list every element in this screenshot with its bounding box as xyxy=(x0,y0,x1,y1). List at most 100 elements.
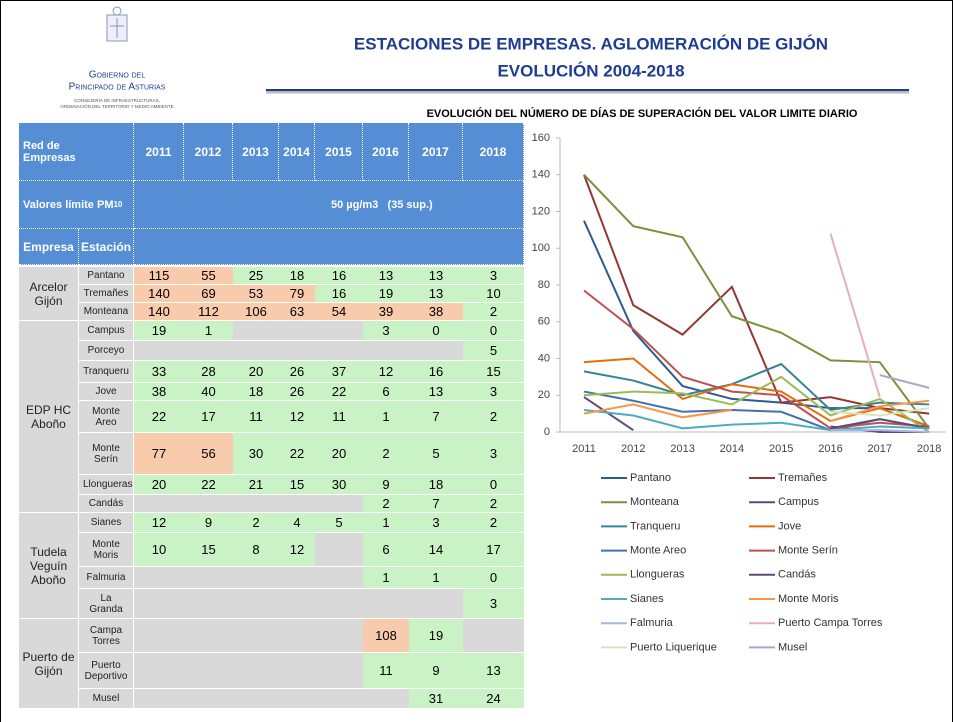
company-cell: EDP HC Aboño xyxy=(19,321,79,513)
station-cell-text: Campus xyxy=(87,325,125,336)
value-cell: 53 xyxy=(233,285,279,303)
value-cell: 12 xyxy=(279,401,315,433)
company-cell: Puerto de Gijón xyxy=(19,619,79,709)
value-cell: 2 xyxy=(233,513,279,533)
x-tick-label: 2012 xyxy=(621,443,645,455)
value-cell: 16 xyxy=(409,361,463,383)
legend-label: Monte Moris xyxy=(778,593,839,605)
header-year: 2018 xyxy=(463,123,524,181)
value-cell-text: 2 xyxy=(382,446,390,461)
value-cell: 4 xyxy=(279,513,315,533)
station-cell: Monte Moris xyxy=(79,533,134,567)
value-cell: 0 xyxy=(463,475,524,495)
series-line xyxy=(830,399,930,422)
value-cell xyxy=(315,689,363,709)
value-cell xyxy=(233,321,279,341)
station-cell-text: Monte Moris xyxy=(92,538,120,561)
series-line xyxy=(583,174,930,429)
series-line xyxy=(829,233,881,398)
series-line xyxy=(583,174,930,415)
title: ESTACIONES DE EMPRESAS. AGLOMERACIÓN DE … xyxy=(354,34,828,53)
value-cell-text: 9 xyxy=(204,515,213,530)
value-cell: 2 xyxy=(463,303,524,321)
station-cell: Pantano xyxy=(79,267,134,285)
logo-subtext: ORDENACIÓN DEL TERRITORIO Y MEDIO AMBIEN… xyxy=(60,103,173,109)
value-cell-text: 1 xyxy=(432,570,440,585)
value-cell xyxy=(279,589,315,619)
station-cell: Porceyo xyxy=(79,341,134,361)
value-cell: 39 xyxy=(363,303,409,321)
value-cell-text: 3 xyxy=(489,268,498,283)
value-cell xyxy=(184,567,233,589)
value-cell: 0 xyxy=(463,321,524,341)
legend-label: Monteana xyxy=(630,496,680,508)
station-cell: Tremañes xyxy=(79,285,134,303)
legend-label: Monte Serín xyxy=(778,545,838,557)
value-cell-text: 54 xyxy=(331,304,347,319)
value-cell xyxy=(233,341,279,361)
value-cell-text: 26 xyxy=(289,384,305,399)
value-cell: 3 xyxy=(463,433,524,475)
value-cell xyxy=(363,589,409,619)
value-cell: 112 xyxy=(184,303,233,321)
value-cell-text: 15 xyxy=(486,364,501,379)
station-cell-text: La Granda xyxy=(89,592,123,615)
station-cell-text: Tranqueru xyxy=(83,366,129,377)
header-limit-value: 50 µg/m3 (35 sup.) xyxy=(134,181,524,229)
header-blank xyxy=(134,229,524,265)
value-cell: 1 xyxy=(363,567,409,589)
value-cell-text: 53 xyxy=(248,286,264,301)
value-cell-text: 16 xyxy=(331,286,347,301)
value-cell-text: 3 xyxy=(489,596,498,611)
value-cell: 12 xyxy=(134,513,184,533)
value-cell: 0 xyxy=(463,567,524,589)
value-cell: 140 xyxy=(134,303,184,321)
station-cell: Puerto Deportivo xyxy=(79,653,134,689)
value-cell-text: 0 xyxy=(432,323,440,338)
value-cell-text: 40 xyxy=(201,384,216,399)
value-cell-text: 108 xyxy=(375,628,397,643)
station-cell: Sianes xyxy=(79,513,134,533)
value-cell xyxy=(279,321,315,341)
legend-label: Puerto Campa Torres xyxy=(778,617,883,629)
station-cell-text: Campa Torres xyxy=(89,624,123,647)
value-cell xyxy=(233,589,279,619)
station-cell-text: Porceyo xyxy=(87,345,125,356)
logo-crown xyxy=(112,6,122,16)
value-cell xyxy=(134,495,184,513)
value-cell xyxy=(134,341,184,361)
value-cell: 55 xyxy=(184,267,233,285)
legend-label: Jove xyxy=(778,520,801,532)
value-cell: 11 xyxy=(233,401,279,433)
value-cell-text: 140 xyxy=(148,286,170,301)
value-cell: 106 xyxy=(233,303,279,321)
company-cell-text: Puerto de Gijón xyxy=(22,649,75,678)
value-cell: 6 xyxy=(363,383,409,401)
header-year-text: 2013 xyxy=(242,144,269,159)
value-cell: 17 xyxy=(463,533,524,567)
value-cell xyxy=(184,341,233,361)
value-cell-text: 12 xyxy=(289,542,305,557)
value-cell-text: 0 xyxy=(489,477,498,492)
value-cell-text: 3 xyxy=(489,384,498,399)
value-cell-text: 9 xyxy=(382,477,390,492)
value-cell xyxy=(315,321,363,341)
value-cell-text: 0 xyxy=(489,570,498,585)
value-cell: 1 xyxy=(409,567,463,589)
value-cell: 5 xyxy=(409,433,463,475)
value-cell-text: 1 xyxy=(204,323,213,338)
value-cell xyxy=(315,495,363,513)
value-cell-text: 69 xyxy=(201,286,216,301)
value-cell-text: 5 xyxy=(432,446,440,461)
company-cell-text: EDP HC Aboño xyxy=(25,402,72,431)
value-cell: 37 xyxy=(315,361,363,383)
value-cell: 63 xyxy=(279,303,315,321)
station-cell-text: Candás xyxy=(88,498,124,509)
header-limit-text: Valores límite PM xyxy=(23,198,114,211)
value-cell-text: 38 xyxy=(151,384,167,399)
logo-text: Gobierno del xyxy=(89,70,146,81)
series-line xyxy=(583,362,930,412)
value-cell-text: 30 xyxy=(248,446,264,461)
value-cell-text: 15 xyxy=(201,542,216,557)
value-cell-text: 55 xyxy=(201,268,216,283)
